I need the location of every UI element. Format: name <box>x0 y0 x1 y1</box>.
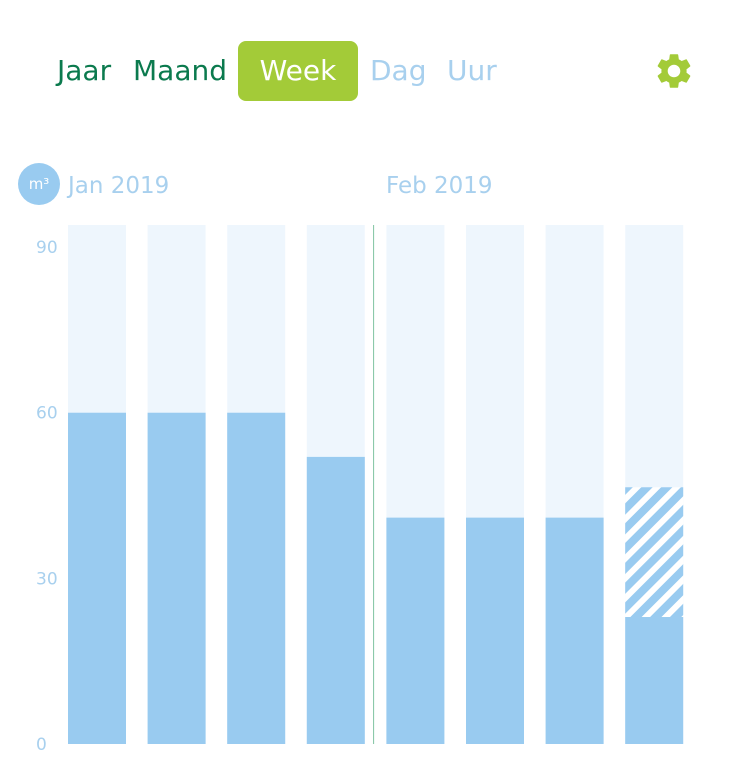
bar-5 <box>466 517 524 744</box>
month-label-feb: Feb 2019 <box>386 173 493 199</box>
y-tick-label-90: 90 <box>36 238 58 258</box>
y-tick-label-0: 0 <box>36 735 47 755</box>
bar-4 <box>386 517 445 744</box>
period-tabs: Jaar Maand Week Dag Uur <box>0 41 750 101</box>
tab-jaar[interactable]: Jaar <box>57 54 112 87</box>
bar-3 <box>306 456 365 744</box>
bar-6 <box>545 517 604 744</box>
y-tick-label-30: 30 <box>36 569 58 589</box>
bar-7 <box>625 617 684 744</box>
bar-0 <box>68 412 126 744</box>
month-label-jan: Jan 2019 <box>68 173 170 199</box>
tab-week[interactable]: Week <box>238 41 358 101</box>
gear-icon[interactable] <box>653 50 695 92</box>
bar-1 <box>147 412 206 744</box>
tab-dag[interactable]: Dag <box>370 54 427 87</box>
tab-uur[interactable]: Uur <box>447 54 497 87</box>
bar-forecast-7 <box>625 487 684 618</box>
bar-2 <box>227 412 286 744</box>
tab-maand[interactable]: Maand <box>133 54 227 87</box>
unit-badge: m³ <box>18 163 60 205</box>
y-tick-label-60: 60 <box>36 404 58 424</box>
